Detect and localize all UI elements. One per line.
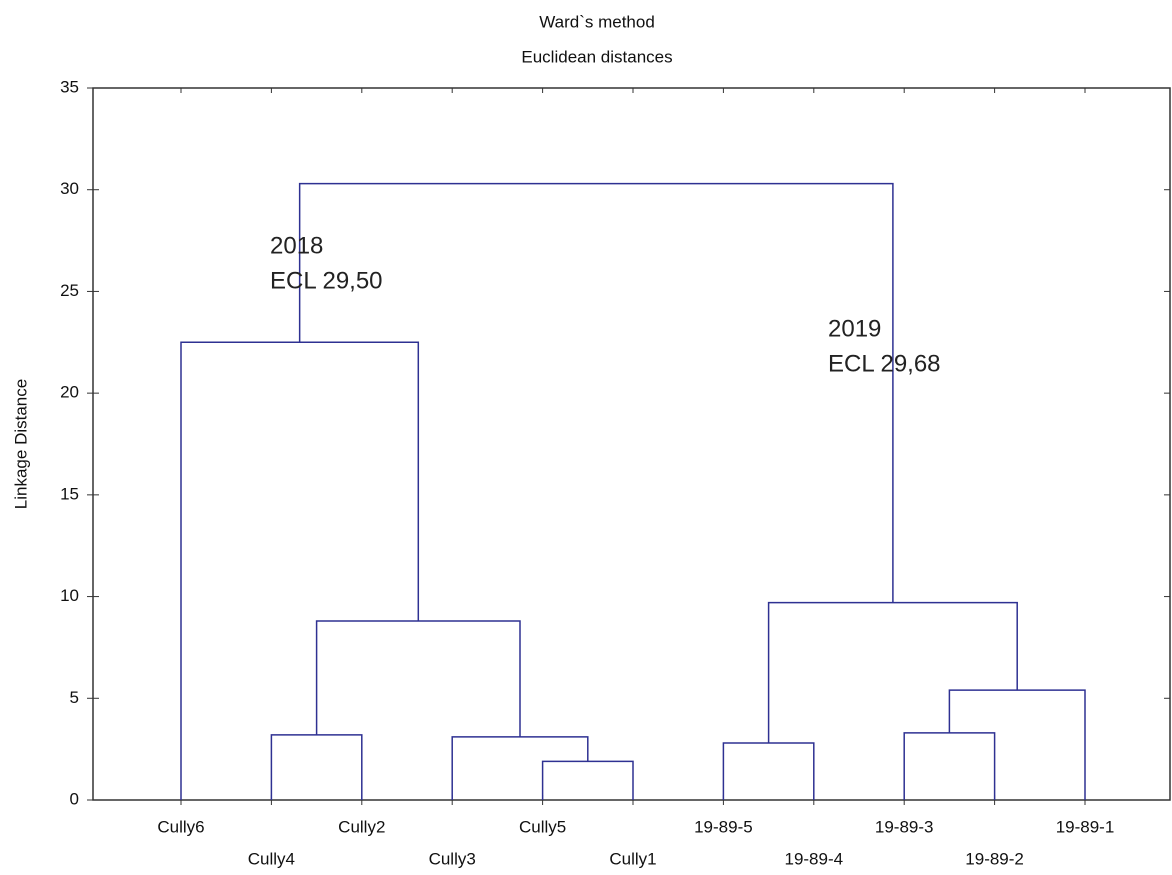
merge-link	[948, 689, 1086, 800]
leaf-label: 19-89-3	[875, 817, 934, 836]
chart-subtitle: Euclidean distances	[521, 47, 672, 66]
y-tick-label: 35	[60, 77, 79, 96]
merge-link	[298, 182, 894, 603]
y-tick-label: 30	[60, 179, 79, 198]
merge-link	[541, 760, 634, 800]
leaf-label: Cully5	[519, 817, 566, 836]
leaf-label: Cully2	[338, 817, 385, 836]
y-tick-label: 25	[60, 281, 79, 300]
annotation: 2018	[270, 232, 323, 259]
annotation: ECL 29,50	[270, 267, 383, 294]
leaf-label: Cully4	[248, 849, 295, 868]
y-tick-label: 20	[60, 383, 79, 402]
merge-link	[451, 736, 589, 800]
leaf-label: 19-89-5	[694, 817, 753, 836]
merge-link	[270, 734, 363, 800]
merge-link	[903, 732, 996, 800]
leaf-label: 19-89-2	[965, 849, 1024, 868]
y-axis-label: Linkage Distance	[11, 379, 30, 509]
y-tick-label: 0	[70, 789, 79, 808]
y-tick-label: 10	[60, 586, 79, 605]
leaf-label: 19-89-1	[1056, 817, 1115, 836]
chart-title: Ward`s method	[539, 12, 655, 31]
leaf-label: Cully3	[429, 849, 476, 868]
y-tick-label: 5	[70, 688, 79, 707]
leaf-label: 19-89-4	[784, 849, 843, 868]
merge-link	[315, 620, 521, 737]
leaf-label: Cully6	[157, 817, 204, 836]
annotation: 2019	[828, 315, 881, 342]
leaf-label: Cully1	[609, 849, 656, 868]
y-tick-label: 15	[60, 484, 79, 503]
merge-link	[767, 601, 1018, 744]
merge-link	[180, 341, 420, 800]
plot-frame	[92, 87, 1171, 801]
merge-link	[722, 742, 815, 800]
annotation: ECL 29,68	[828, 350, 941, 377]
